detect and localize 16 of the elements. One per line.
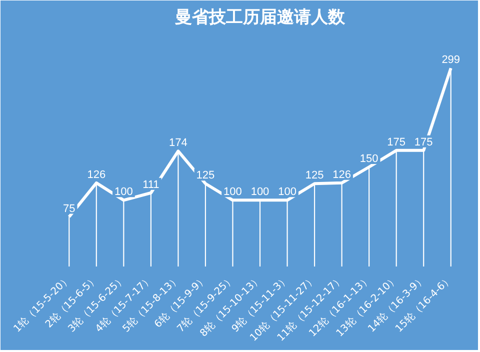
data-label: 100 [224, 186, 242, 198]
data-label: 126 [87, 168, 106, 181]
data-label: 299 [442, 54, 460, 66]
data-label: 174 [169, 137, 188, 150]
data-label: 175 [387, 136, 406, 148]
data-label: 100 [250, 186, 270, 198]
data-label: 125 [196, 170, 215, 182]
data-label: 126 [332, 168, 351, 181]
data-label: 100 [114, 186, 133, 198]
data-label: 100 [278, 186, 296, 198]
data-label: 125 [305, 170, 324, 182]
data-label: 175 [414, 136, 433, 148]
data-label: 150 [360, 153, 378, 166]
data-label: 111 [142, 178, 160, 191]
chart-title: 曼省技工历届邀请人数 [174, 8, 346, 28]
data-label: 75 [63, 202, 76, 215]
